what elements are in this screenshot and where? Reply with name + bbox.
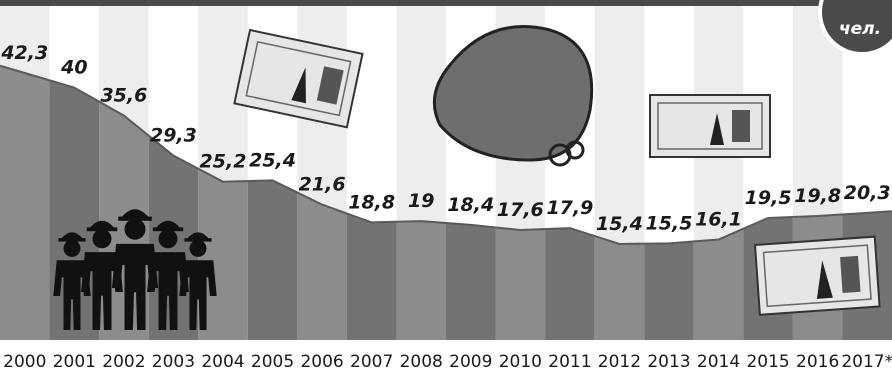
year-label-2012: 2012 (598, 352, 641, 372)
banknote-icon (649, 94, 771, 158)
value-label-2012: 15,4 (596, 213, 643, 235)
purse-icon (432, 25, 594, 167)
year-label-2015: 2015 (746, 352, 789, 372)
value-label-2003: 29,3 (150, 125, 197, 147)
worker-figure (53, 232, 91, 330)
value-label-2004: 25,2 (200, 151, 247, 173)
year-label-2005: 2005 (251, 352, 294, 372)
unit-badge: чел. (818, 0, 892, 56)
year-label-2004: 2004 (201, 352, 244, 372)
worker-figure (111, 209, 159, 330)
banknote-icon (233, 28, 364, 129)
value-label-2001: 40 (60, 57, 87, 79)
banknote-icon (753, 235, 881, 316)
year-label-2010: 2010 (499, 352, 542, 372)
series-line (0, 64, 892, 246)
year-label-2009: 2009 (449, 352, 492, 372)
value-label-2014: 16,1 (695, 209, 742, 231)
year-label-2014: 2014 (697, 352, 740, 372)
value-label-2007: 18,8 (348, 191, 395, 213)
value-label-2002: 35,6 (100, 85, 147, 107)
year-label-2013: 2013 (647, 352, 690, 372)
value-label-2013: 15,5 (646, 212, 693, 234)
year-label-2007: 2007 (350, 352, 393, 372)
year-label-2011: 2011 (548, 352, 591, 372)
year-label-2006: 2006 (300, 352, 343, 372)
area-column-2013 (644, 241, 694, 340)
area-column-2009 (446, 223, 496, 340)
year-label-2003: 2003 (152, 352, 195, 372)
area-column-2008 (396, 221, 446, 340)
year-label-2017*: 2017* (841, 352, 892, 372)
year-label-2016: 2016 (796, 352, 839, 372)
value-label-2017*: 20,3 (844, 182, 891, 204)
worker-figure (147, 220, 189, 330)
area-column-2014 (693, 228, 744, 340)
value-label-2006: 21,6 (299, 174, 346, 196)
value-label-2015: 19,5 (745, 187, 792, 209)
area-column-2005 (247, 180, 298, 340)
workers-icon (53, 209, 217, 330)
area-column-2011 (545, 228, 595, 340)
area-column-2012 (594, 236, 645, 340)
value-label-2010: 17,6 (497, 199, 544, 221)
worker-figure (81, 220, 123, 330)
value-label-2005: 25,4 (249, 149, 296, 171)
area-column-2007 (346, 213, 397, 340)
value-label-2009: 18,4 (447, 194, 494, 216)
value-label-2016: 19,8 (794, 185, 841, 207)
value-label-2008: 19 (408, 190, 434, 212)
year-label-2008: 2008 (400, 352, 443, 372)
worker-figure (179, 232, 217, 330)
area-column-2004 (198, 168, 248, 340)
year-label-2000: 2000 (3, 352, 46, 372)
area-column-2000 (0, 65, 50, 341)
year-labels: 2000 2001 2002 2003 2004 2005 2006 2007 2008 2009… (3, 352, 892, 372)
area-column-2006 (297, 192, 347, 340)
year-label-2002: 2002 (102, 352, 145, 372)
area-column-2010 (495, 227, 546, 340)
value-label-2011: 17,9 (546, 197, 593, 219)
value-label-2000: 42,3 (0, 42, 48, 64)
value-labels: 42,3 40 35,629,325,2 25,421,618,8 19 18,4 17,6… (0, 42, 890, 235)
top-strip (0, 0, 892, 6)
year-label-2001: 2001 (53, 352, 96, 372)
unit-label: чел. (839, 19, 881, 39)
